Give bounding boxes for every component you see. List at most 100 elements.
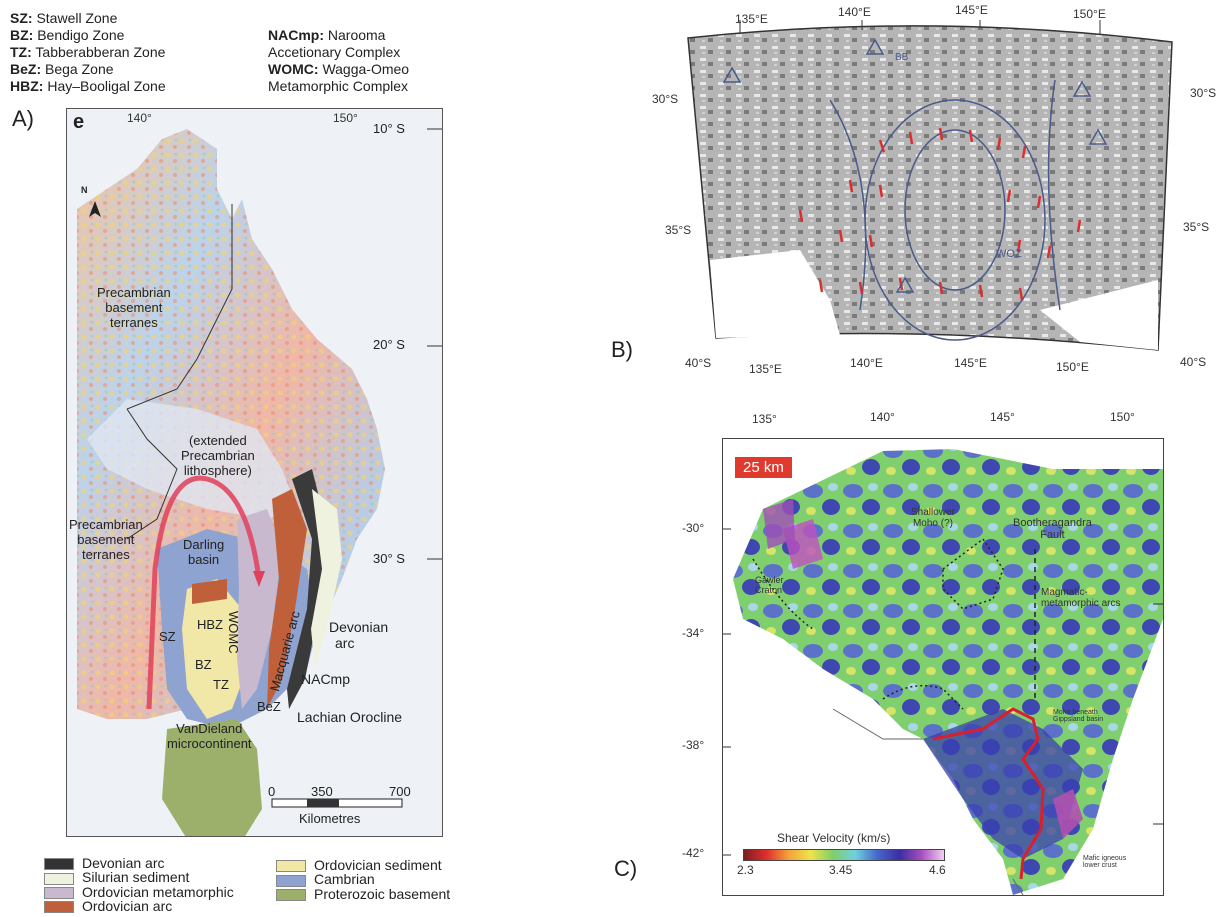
panel-label-c: C) — [614, 856, 638, 881]
dotted-boundary — [882, 684, 964, 710]
zone-entry: HBZ: Hay–Booligal Zone — [10, 78, 166, 94]
geology-legend-col1: Devonian arc Silurian sediment Ordovicia… — [44, 856, 234, 914]
mafic-crust-label: Mafic igneous lower crust — [1083, 855, 1127, 869]
zone-entry: WOMC: Wagga-Omeo — [268, 61, 410, 77]
extended-lithosphere-label: (extended Precambrian lithosphere) — [181, 433, 255, 478]
bb-label: BB — [895, 52, 909, 63]
panel-b-lon-tick: 145°E — [955, 3, 988, 17]
extended-lithosphere — [87, 399, 297, 519]
low-velocity-zone — [1053, 789, 1083, 839]
colorbar-max: 4.6 — [929, 863, 946, 877]
nacmp-label: NACmp — [301, 671, 351, 687]
panel-c-map: 25 km Shallower Moho (?) Bootheragandra … — [722, 438, 1164, 896]
panel-b-lon-tick: 140°E — [850, 356, 883, 370]
scale-unit: Kilometres — [299, 811, 361, 826]
depth-badge: 25 km — [735, 457, 792, 478]
devonian-arc-label: Devonian arc — [329, 619, 389, 651]
panel-c-lat-tick: -42° — [682, 846, 705, 860]
zone-entry: BeZ: Bega Zone — [10, 61, 114, 77]
panel-c-lat-tick: -34° — [682, 626, 705, 640]
moho-gippsland-label: Moho beneath Gippsland basin — [1053, 709, 1104, 723]
darling-basin-label: Darling basin — [183, 537, 225, 567]
woz-label: WOZ — [996, 248, 1022, 260]
zone-entry: NACmp: Narooma — [268, 27, 386, 43]
scale-bar — [271, 798, 403, 808]
legend-item: Ordovician metamorphic — [44, 885, 234, 899]
colorbar — [743, 849, 945, 861]
coastline — [832, 708, 923, 740]
panel-b-lon-tick: 145°E — [954, 356, 987, 370]
panel-a-map: e N 140° 150° 10° S 20° S 30° S Precambr… — [66, 108, 443, 837]
legend-item: Cambrian — [276, 872, 450, 887]
coastline — [1012, 878, 1024, 895]
hbz-label: HBZ — [197, 617, 223, 632]
panel-b-lat-tick: 35°S — [665, 223, 692, 237]
panel-b-lon-tick: 140°E — [838, 5, 871, 19]
orocline-arc — [146, 475, 262, 710]
panel-b-lat-tick: 30°S — [1190, 86, 1217, 100]
scale-tick: 350 — [311, 784, 333, 799]
scale-tick: 700 — [389, 784, 411, 799]
lat-tick: 20° S — [373, 337, 405, 352]
panel-b-lat-tick: 30°S — [652, 92, 679, 106]
panel-b-lat-tick: 40°S — [1180, 355, 1207, 369]
panel-b-lon-tick: 150°E — [1073, 7, 1106, 21]
legend-item: Proterozoic basement — [276, 887, 450, 901]
legend-item: Silurian sediment — [44, 870, 234, 885]
high-velocity-region — [923, 709, 1083, 859]
contour — [904, 129, 1006, 291]
ordovician-arc-area — [267, 489, 307, 709]
panel-b-lon-tick: 135°E — [749, 362, 782, 376]
panel-b-lat-tick: 35°S — [1183, 220, 1210, 234]
gawler-craton-label: Gawler Craton — [755, 575, 784, 595]
precambrian-basement-label-2: Precambrian basement terranes — [69, 517, 143, 562]
lat-tick: 10° S — [373, 121, 405, 136]
legend-item: Ordovician sediment — [276, 858, 450, 873]
panel-b-lat-tick: 40°S — [685, 356, 712, 370]
colorbar-mid: 3.45 — [829, 863, 853, 877]
sz-label: SZ — [159, 629, 176, 644]
panel-b-lon-tick: 150°E — [1056, 360, 1089, 374]
magmatic-arcs-label: Magmatic- metamorphic arcs — [1041, 587, 1121, 609]
womc-label: WOMC — [226, 611, 241, 654]
zone-entry: Metamorphic Complex — [268, 78, 409, 94]
panel-c-lon-tick: 135° — [752, 412, 777, 426]
panel-b-gravity-svg — [687, 20, 1173, 351]
precambrian-basement-label: Precambrian basement terranes — [97, 285, 171, 330]
ordovician-sediment-area — [182, 579, 247, 719]
north-label: N — [81, 185, 88, 195]
colorbar-title: Shear Velocity (km/s) — [777, 831, 891, 845]
block-outline — [932, 707, 1045, 880]
terrane-boundary — [126, 408, 178, 540]
lat-tick: 30° S — [373, 551, 405, 566]
zone-entry: Accetionary Complex — [268, 44, 401, 60]
zone-abbreviation-list-2: NACmp: Narooma Accetionary Complex WOMC:… — [268, 27, 409, 95]
bootheragandra-label: Bootheragandra Fault — [1013, 517, 1092, 541]
zone-entry: SZ: Stawell Zone — [10, 10, 118, 26]
ordovician-metamorphic-area — [237, 509, 282, 709]
contour — [829, 99, 867, 311]
bz-label: BZ — [195, 657, 212, 672]
shallower-moho-label: Shallower Moho (?) — [911, 507, 955, 529]
panel-c-lat-tick: -38° — [682, 738, 705, 752]
triangle-markers — [722, 38, 1108, 293]
panel-c-lon-tick: 145° — [990, 410, 1015, 424]
silurian-sediment-area — [311, 489, 342, 669]
tz-label: TZ — [213, 677, 229, 692]
panel-c-lon-tick: 140° — [870, 410, 895, 424]
dotted-boundary — [942, 537, 1004, 610]
panel-c-lat-tick: -30° — [682, 521, 705, 535]
colorbar-min: 2.3 — [737, 863, 754, 877]
panel-c-lon-tick: 150° — [1110, 410, 1135, 424]
ocean-area — [1040, 280, 1158, 350]
panel-b-map: BB WOZ — [680, 20, 1180, 360]
proterozoic-basement-area — [162, 719, 262, 836]
terrane-boundary — [126, 204, 233, 410]
legend-item: Devonian arc — [44, 856, 234, 871]
zone-entry: TZ: Tabberabberan Zone — [10, 44, 166, 60]
vandieland-label: VanDieland microcontinent — [167, 721, 252, 751]
low-velocity-zone — [763, 499, 795, 549]
lon-tick: 150° — [333, 111, 358, 125]
panel-b-lon-tick: 135°E — [735, 12, 768, 26]
contour — [1047, 79, 1061, 311]
